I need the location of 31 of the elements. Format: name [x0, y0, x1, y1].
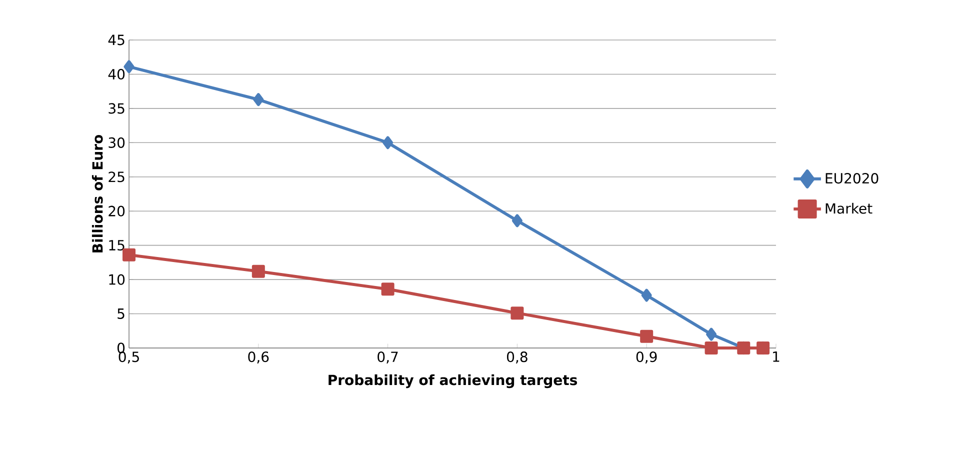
point — [512, 214, 522, 228]
x-tick-label: 0,5 — [118, 352, 139, 364]
point — [252, 264, 265, 278]
y-tick-label: 5 — [118, 308, 124, 319]
x-tick-label: 0,6 — [248, 352, 269, 364]
point — [381, 282, 394, 296]
point — [706, 328, 717, 341]
legend-label: Market — [826, 202, 872, 214]
x-tick-label: 0,8 — [506, 352, 528, 364]
y-tick-label: 30 — [108, 137, 125, 148]
point — [640, 330, 654, 343]
x-axis-title: Probability of achieving targets — [328, 374, 578, 388]
y-tick-label: 45 — [108, 34, 124, 46]
point — [704, 341, 718, 354]
point — [510, 306, 524, 320]
y-tick-label: 10 — [109, 274, 125, 285]
point — [124, 60, 134, 74]
y-tick-label: 35 — [108, 103, 124, 114]
y-axis-title: Billions of Euro — [92, 134, 103, 252]
y-tick-label: 40 — [108, 68, 125, 80]
point — [641, 288, 652, 302]
x-tick-label: 0,7 — [378, 352, 398, 364]
y-tick-label: 20 — [108, 206, 125, 216]
point — [382, 136, 394, 150]
legend-label: EU2020 — [826, 172, 878, 184]
point — [253, 93, 264, 106]
y-tick-label: 15 — [109, 240, 124, 251]
x-tick-label: 0,9 — [636, 352, 657, 364]
y-tick-label: 25 — [108, 172, 124, 182]
x-tick-label: 1 — [773, 352, 780, 362]
point — [122, 248, 136, 262]
